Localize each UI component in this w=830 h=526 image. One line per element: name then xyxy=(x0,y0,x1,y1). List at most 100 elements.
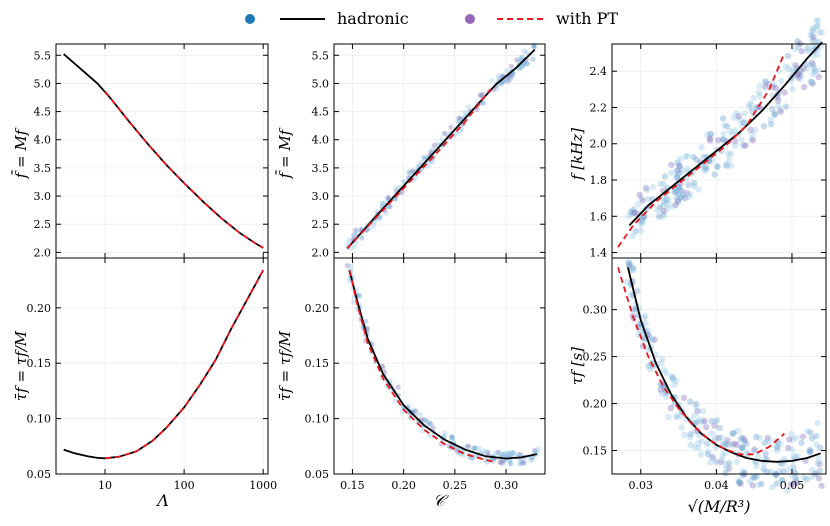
band-point xyxy=(434,141,441,147)
band-point xyxy=(497,452,504,459)
band-point xyxy=(665,413,672,421)
band-point xyxy=(673,167,680,174)
band-point xyxy=(721,122,728,129)
band-point xyxy=(684,165,691,172)
band-point xyxy=(630,209,638,217)
band-point xyxy=(777,440,784,448)
band-point xyxy=(691,412,698,419)
band-point xyxy=(465,104,472,110)
band-point xyxy=(724,436,731,444)
band-point xyxy=(668,161,675,169)
band-point xyxy=(674,167,681,174)
band-point xyxy=(642,185,650,192)
band-point xyxy=(814,67,822,74)
band-point xyxy=(755,481,763,488)
band-point xyxy=(794,71,801,79)
band-point xyxy=(678,187,685,195)
band-point xyxy=(654,207,661,215)
x-tick-label: 0.30 xyxy=(494,479,519,492)
x-tick-label: 0.03 xyxy=(628,479,653,492)
band-point xyxy=(352,228,359,234)
band-point xyxy=(714,163,721,171)
band-point xyxy=(629,210,636,217)
band-point xyxy=(731,127,739,134)
band-point xyxy=(681,431,688,438)
band-point xyxy=(777,77,785,85)
band-point xyxy=(746,478,754,485)
band-point xyxy=(363,318,369,325)
band-point xyxy=(637,221,644,229)
band-point xyxy=(749,473,757,481)
band-point xyxy=(782,63,789,70)
band-point xyxy=(477,93,484,99)
band-point xyxy=(669,376,676,383)
band-point xyxy=(721,449,729,457)
band-point xyxy=(442,430,448,436)
band-point xyxy=(713,417,720,424)
band-point xyxy=(377,216,383,222)
band-point xyxy=(708,417,715,425)
band-point xyxy=(761,439,768,446)
band-point xyxy=(720,130,727,137)
band-point xyxy=(723,461,730,468)
band-point xyxy=(393,185,399,191)
band-point xyxy=(782,103,790,110)
band-point xyxy=(774,94,782,101)
band-point xyxy=(630,206,637,213)
band-point xyxy=(753,472,760,480)
band-point xyxy=(775,97,782,105)
band-point xyxy=(409,168,415,174)
band-point xyxy=(737,480,744,488)
band-point xyxy=(519,54,526,60)
band-point xyxy=(457,115,463,122)
hadronic-line-bottom-left xyxy=(63,269,264,460)
band-point xyxy=(472,445,478,451)
band-point xyxy=(729,430,736,438)
panel-bottom-middle: 0.05 0.10 0.15 0.20 0.15 0.20 0.25 0.30 xyxy=(305,257,546,492)
y-tick-label: 0.05 xyxy=(27,468,52,481)
band-point xyxy=(754,453,762,460)
band-point xyxy=(706,135,714,142)
band-point xyxy=(785,444,792,452)
band-point xyxy=(699,407,707,415)
band-point xyxy=(659,213,666,220)
band-point xyxy=(731,137,739,145)
band-point xyxy=(712,458,720,465)
band-point xyxy=(740,119,747,126)
band-point xyxy=(806,446,814,454)
band-point xyxy=(756,93,763,100)
band-point xyxy=(411,408,417,414)
band-point xyxy=(644,327,652,334)
band-point xyxy=(431,142,437,149)
band-point xyxy=(772,84,780,92)
band-point xyxy=(760,460,768,468)
band-point xyxy=(668,372,675,380)
band-point xyxy=(784,52,792,60)
band-point xyxy=(677,193,684,201)
band-point xyxy=(807,448,814,455)
band-point xyxy=(692,419,700,426)
band-point xyxy=(803,476,810,483)
band-point xyxy=(811,37,818,44)
band-point xyxy=(686,434,694,441)
band-point xyxy=(700,419,707,426)
y-axis-title-bottom-middle: τ̄f = τf/M xyxy=(276,330,294,401)
band-point xyxy=(497,459,503,465)
band-point xyxy=(793,434,800,441)
band-point xyxy=(682,153,689,161)
band-point xyxy=(691,179,698,187)
legend-pt-dot xyxy=(465,14,475,24)
band-point xyxy=(765,438,773,445)
x-tick-label: 0.20 xyxy=(391,479,416,492)
band-point xyxy=(733,109,740,117)
band-point xyxy=(727,162,734,169)
band-point xyxy=(714,136,722,144)
y-tick-label: 4.5 xyxy=(312,106,330,119)
band-point xyxy=(691,428,698,435)
band-point xyxy=(741,110,748,117)
band-point xyxy=(673,188,680,195)
band-point xyxy=(673,174,681,181)
band-point xyxy=(456,115,462,121)
band-point xyxy=(784,466,792,473)
band-point xyxy=(805,48,812,55)
